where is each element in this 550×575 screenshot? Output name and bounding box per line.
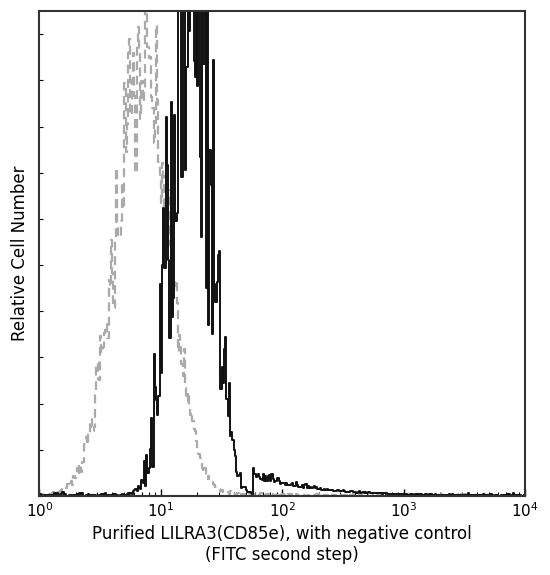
Y-axis label: Relative Cell Number: Relative Cell Number [11,166,29,342]
X-axis label: Purified LILRA3(CD85e), with negative control
(FITC second step): Purified LILRA3(CD85e), with negative co… [92,525,472,564]
